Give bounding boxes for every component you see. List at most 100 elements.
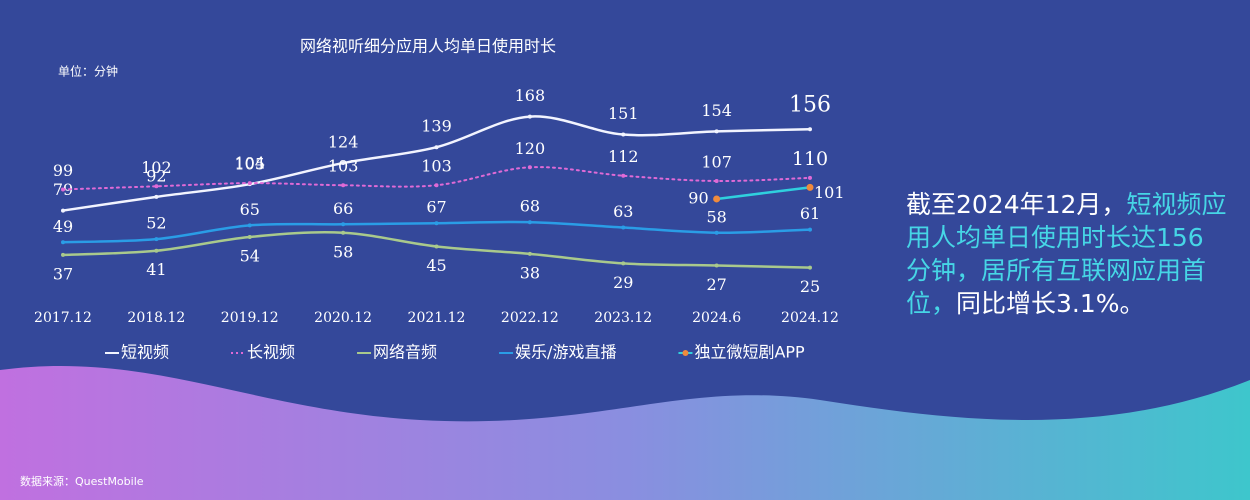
data-label: 58: [333, 242, 353, 261]
legend-label: 独立微短剧APP: [694, 343, 805, 362]
point: [341, 161, 346, 166]
data-label: 29: [613, 273, 633, 292]
data-label: 103: [421, 157, 452, 176]
point: [247, 181, 252, 186]
data-label: 65: [240, 200, 260, 219]
data-label: 92: [146, 166, 166, 185]
legend-marker: [682, 350, 689, 356]
data-label: 66: [333, 199, 353, 218]
data-label: 104: [234, 154, 265, 173]
point: [527, 114, 532, 119]
point: [154, 248, 159, 253]
x-tick-label: 2022.12: [501, 310, 559, 326]
point: [154, 237, 159, 242]
point: [154, 184, 159, 189]
point: [434, 244, 439, 249]
data-label: 156: [789, 92, 831, 117]
data-label: 37: [53, 264, 73, 283]
x-tick-label: 2024.12: [781, 310, 839, 326]
point: [434, 221, 439, 226]
point: [714, 179, 719, 184]
data-label: 61: [800, 204, 820, 223]
point: [621, 173, 626, 178]
data-label: 120: [515, 139, 546, 158]
point: [621, 261, 626, 266]
point: [247, 223, 252, 228]
data-label: 49: [53, 217, 73, 236]
data-label: 90: [688, 188, 708, 207]
point: [61, 240, 65, 245]
data-label: 99: [53, 161, 73, 180]
point: [808, 127, 812, 132]
data-label: 67: [426, 198, 446, 217]
point: [714, 263, 719, 268]
data-label: 112: [608, 147, 639, 166]
background-wave: [0, 365, 1250, 500]
x-tick-label: 2021.12: [408, 310, 466, 326]
legend-label: 长视频: [247, 343, 295, 362]
point: [527, 165, 532, 170]
data-label: 38: [520, 263, 540, 282]
data-label: 101: [814, 183, 845, 202]
summary: 截至2024年12月，短视频应用人均单日使用时长达156分钟，居所有互联网应用首…: [906, 188, 1228, 320]
point: [621, 225, 626, 230]
summary-lead: 截至2024年12月，: [906, 190, 1127, 219]
data-label: 58: [706, 207, 726, 226]
data-label: 168: [515, 86, 546, 105]
unit-label: 单位：分钟: [58, 64, 118, 79]
summary-highlight: 短视频应用人均单日使用时长达156分钟，居所有互联网应用首位，: [906, 190, 1227, 318]
data-label: 63: [613, 202, 633, 221]
data-label: 110: [792, 148, 828, 170]
point: [61, 187, 65, 192]
point: [806, 183, 814, 191]
data-label: 68: [520, 197, 540, 216]
point: [527, 220, 532, 225]
point: [61, 252, 65, 257]
data-label: 25: [800, 277, 820, 296]
point: [341, 222, 346, 227]
point: [527, 251, 532, 256]
chart-title: 网络视听细分应用人均单日使用时长: [300, 37, 556, 56]
x-tick-label: 2019.12: [221, 310, 279, 326]
data-label: 105: [234, 155, 265, 174]
data-label: 41: [146, 260, 166, 279]
x-tick-label: 2023.12: [594, 310, 652, 326]
x-tick-label: 2017.12: [34, 310, 92, 326]
point: [714, 129, 719, 134]
legend-label: 网络音频: [373, 343, 437, 362]
point: [714, 230, 719, 235]
point: [154, 194, 159, 199]
point: [247, 234, 252, 239]
data-label: 102: [141, 158, 172, 177]
point: [341, 230, 346, 235]
point: [808, 227, 812, 232]
data-label: 139: [421, 117, 452, 136]
x-tick-label: 2020.12: [314, 310, 372, 326]
point: [808, 265, 812, 270]
x-tick-label: 2018.12: [127, 310, 185, 326]
source: 数据来源：QuestMobile: [20, 474, 144, 488]
point: [621, 132, 626, 137]
legend-label: 短视频: [121, 343, 169, 362]
point: [341, 183, 346, 188]
data-label: 54: [240, 246, 260, 265]
point: [434, 183, 439, 188]
x-tick-label: 2024.6: [692, 310, 741, 326]
legend-label: 娱乐/游戏直播: [515, 343, 616, 362]
data-label: 45: [426, 256, 446, 275]
data-label: 103: [328, 157, 359, 176]
point: [808, 175, 812, 180]
series-line: [715, 186, 812, 201]
data-label: 124: [328, 133, 359, 152]
point: [434, 145, 439, 150]
summary-tail: 同比增长3.1%。: [956, 289, 1145, 318]
data-label: 154: [701, 101, 732, 120]
point: [61, 208, 65, 213]
point: [713, 195, 721, 203]
data-label: 107: [701, 153, 732, 172]
data-label: 52: [146, 214, 166, 233]
data-label: 27: [706, 275, 726, 294]
data-label: 151: [608, 104, 639, 123]
